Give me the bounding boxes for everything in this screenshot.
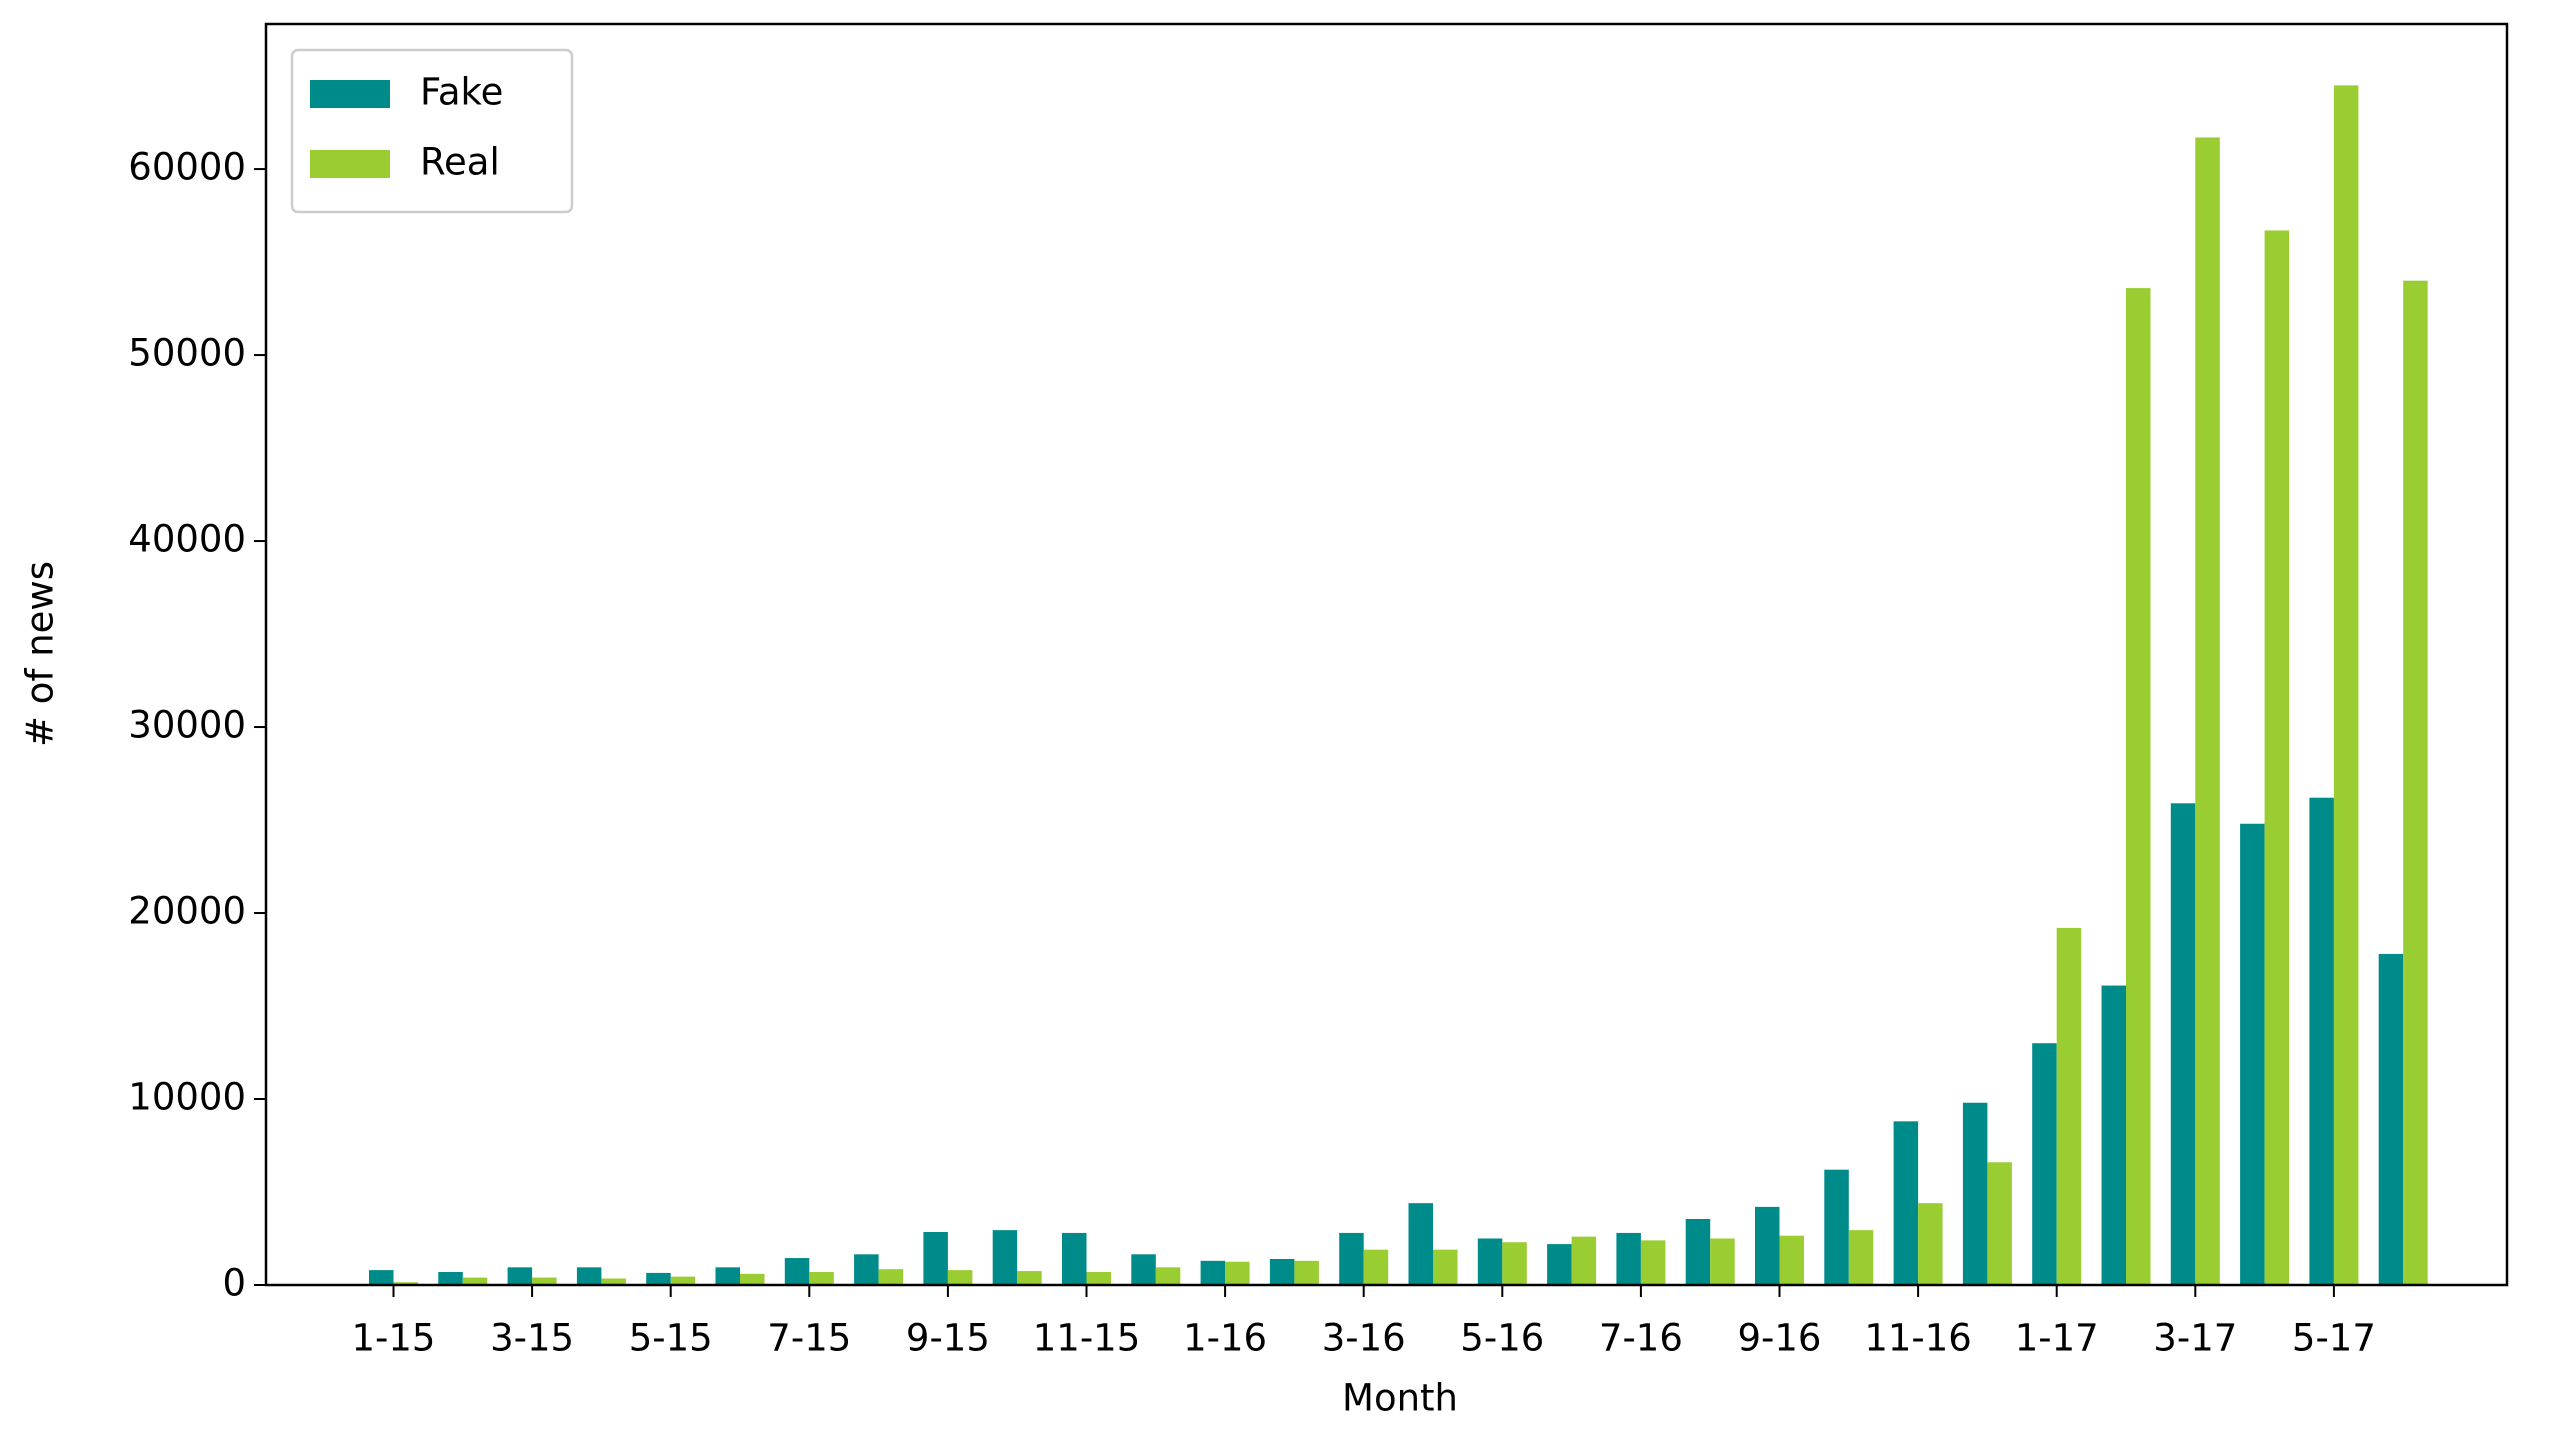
bar [2403,280,2428,1286]
x-tick-label: 7-15 [767,1317,851,1360]
bar [715,1267,740,1285]
x-tick-label: 5-17 [2292,1317,2376,1360]
bar [646,1272,671,1285]
bar [1086,1271,1111,1285]
x-tick-label: 1-17 [2015,1317,2099,1360]
x-tick-label: 11-15 [1033,1317,1141,1360]
x-tick-label: 5-15 [629,1317,713,1360]
bar [2101,985,2126,1285]
bar [2240,823,2265,1285]
x-tick-label: 7-16 [1599,1317,1683,1360]
bar [1477,1238,1503,1285]
bar [2195,137,2220,1286]
bar [507,1267,533,1285]
x-tick-label: 3-17 [2153,1317,2237,1360]
y-tick-label: 20000 [128,890,246,933]
bar [670,1276,696,1285]
bar [1294,1260,1319,1285]
bar [2032,1043,2057,1285]
y-axis-label: # of news [19,561,62,747]
bar [1710,1238,1735,1285]
bar [2378,953,2404,1285]
bar [601,1278,626,1285]
bar [1918,1203,1943,1285]
bar [393,1282,418,1285]
bar [1779,1235,1804,1285]
x-tick-label: 1-16 [1183,1317,1267,1360]
bar [1824,1169,1849,1285]
bar [2264,230,2290,1285]
bar [1062,1232,1087,1285]
bar [1962,1102,1988,1285]
legend-swatch [310,150,390,178]
bar [1893,1121,1919,1285]
bar [1200,1260,1226,1285]
x-axis-label: Month [1342,1377,1458,1420]
bar [1755,1206,1780,1285]
x-tick-label: 5-16 [1460,1317,1544,1360]
bar [1987,1162,2012,1285]
bar [1017,1271,1042,1285]
x-tick-label: 3-15 [490,1317,574,1360]
x-tick-label: 11-16 [1864,1317,1972,1360]
bar [740,1273,765,1285]
bar [1616,1232,1641,1285]
y-tick-label: 0 [222,1262,246,1305]
bar [2126,288,2151,1285]
bar [1433,1249,1458,1285]
bar [1363,1249,1389,1285]
bar [947,1270,973,1285]
bar [2056,927,2082,1285]
bar [923,1231,948,1285]
bar [1225,1261,1250,1285]
bar [2333,85,2359,1286]
bar [532,1277,557,1285]
bar [1547,1244,1572,1285]
bar [1155,1267,1181,1285]
bar [992,1230,1018,1285]
y-tick-label: 40000 [128,518,246,561]
x-tick-label: 1-15 [352,1317,436,1360]
y-tick-label: 30000 [128,704,246,747]
y-tick-label: 50000 [128,332,246,375]
bar [1571,1236,1597,1285]
legend-label: Fake [420,71,503,114]
bar [1339,1232,1364,1285]
legend: Fake Real [290,48,574,214]
bar [1502,1242,1527,1285]
bar [438,1271,463,1285]
bar [1685,1218,1711,1285]
bar [1640,1240,1666,1285]
y-tick-label: 60000 [128,146,246,189]
legend-label: Real [420,141,500,184]
bar [1269,1258,1295,1285]
y-tick-label: 10000 [128,1076,246,1119]
bar [1408,1203,1433,1285]
legend-swatch [310,80,390,108]
bar [854,1254,879,1285]
plot-frame [264,22,2509,1287]
bar [1848,1230,1874,1285]
x-tick-label: 9-15 [906,1317,990,1360]
bar [809,1271,834,1285]
bar [878,1269,904,1285]
bar [462,1277,488,1285]
bar [2309,797,2334,1285]
bar [369,1270,394,1285]
bar [576,1267,602,1285]
x-tick-label: 9-16 [1738,1317,1822,1360]
bar [1131,1254,1156,1285]
bar [2170,803,2196,1285]
bar [784,1258,810,1285]
x-tick-label: 3-16 [1322,1317,1406,1360]
